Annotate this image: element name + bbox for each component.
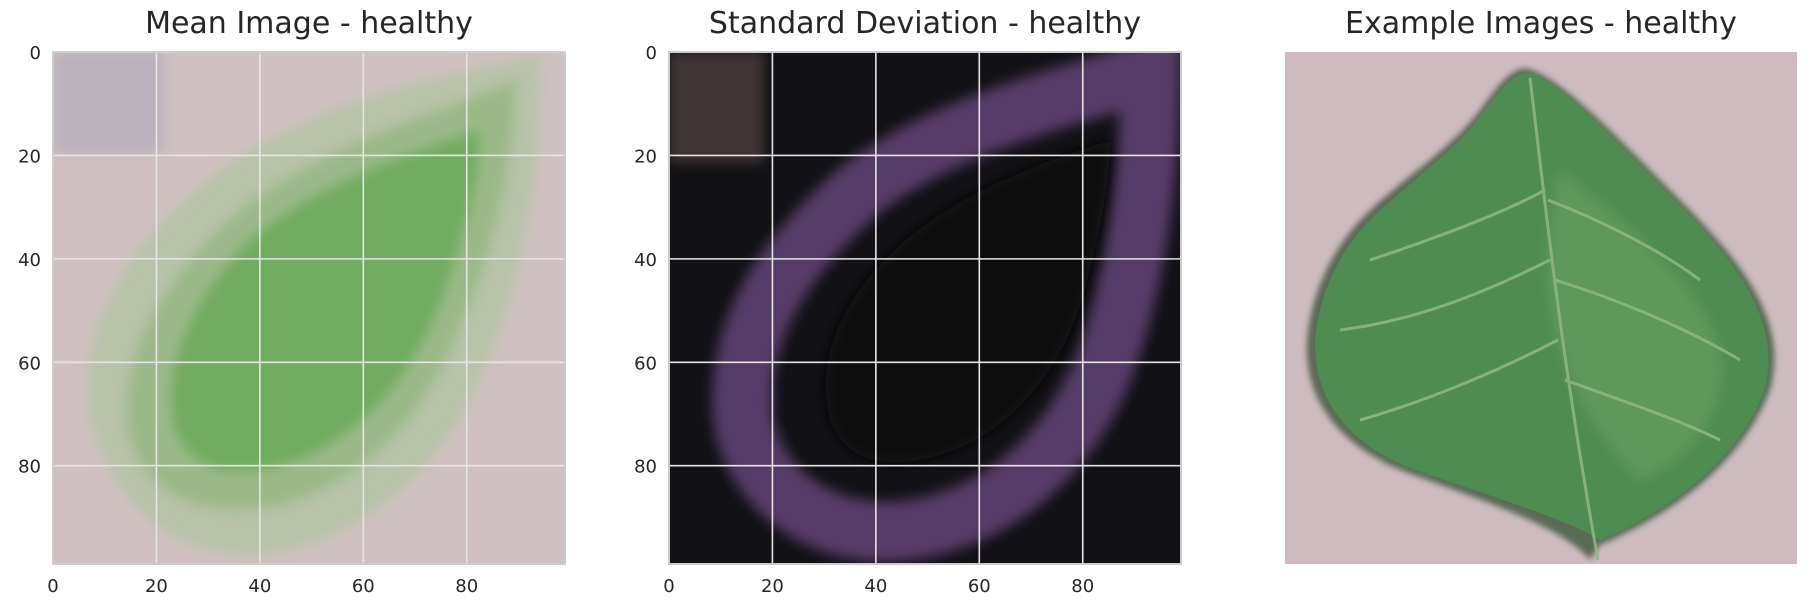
std-image-panel — [669, 52, 1181, 564]
panel2-xtick-0: 0 — [663, 576, 674, 597]
panel1-ytick-4: 80 — [18, 457, 41, 478]
panel2-xtick-3: 60 — [968, 576, 991, 597]
panel2-xtick-1: 20 — [761, 576, 784, 597]
panel2-frame — [668, 51, 1182, 565]
mean-corner-shade — [53, 52, 163, 152]
mean-leaf-inner — [171, 130, 480, 472]
example-image-title: Example Images - healthy — [1345, 6, 1737, 41]
std-image-title: Standard Deviation - healthy — [708, 6, 1142, 41]
panel2-ytick-1: 20 — [634, 146, 657, 167]
panel1-xtick-4: 80 — [455, 576, 478, 597]
example-image-panel — [1285, 52, 1797, 564]
panel1-xtick-1: 20 — [145, 576, 168, 597]
panel2-xtick-4: 80 — [1071, 576, 1094, 597]
std-leaf-edge — [712, 52, 1181, 562]
panel1-ytick-0: 0 — [30, 43, 41, 64]
panel1-xtick-0: 0 — [47, 576, 58, 597]
mean-image-panel — [53, 52, 565, 564]
panel1-xtick-2: 40 — [248, 576, 271, 597]
std-corner-shade — [669, 52, 764, 162]
panel2-xtick-2: 40 — [864, 576, 887, 597]
panel2-ytick-2: 40 — [634, 250, 657, 271]
panel1-ytick-1: 20 — [18, 146, 41, 167]
std-leaf-center — [825, 140, 1110, 463]
panel1-xtick-3: 60 — [352, 576, 375, 597]
panel2-ytick-3: 60 — [634, 353, 657, 374]
example-leaf-veins — [1339, 77, 1741, 561]
panel1-frame — [52, 51, 566, 565]
panel2-ytick-0: 0 — [646, 43, 657, 64]
panel1-ytick-2: 40 — [18, 250, 41, 271]
example-leaf-highlight — [1548, 170, 1722, 480]
panel2-ytick-4: 80 — [634, 457, 657, 478]
mean-image-title: Mean Image - healthy — [145, 6, 473, 41]
panel1-ytick-3: 60 — [18, 353, 41, 374]
